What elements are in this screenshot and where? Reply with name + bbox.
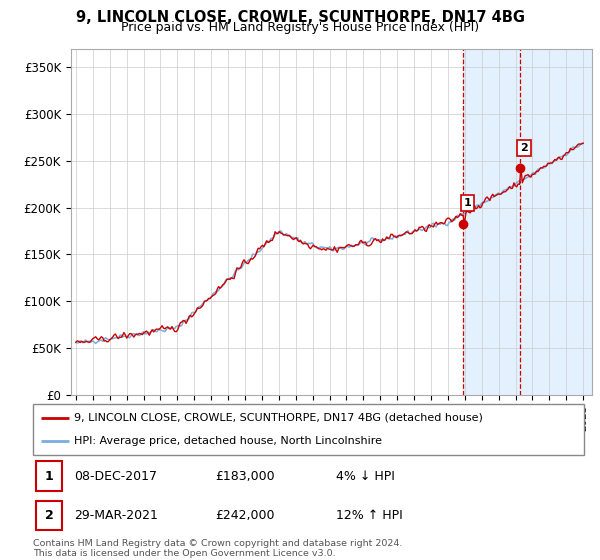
- Bar: [36, 461, 62, 491]
- Text: Price paid vs. HM Land Registry's House Price Index (HPI): Price paid vs. HM Land Registry's House …: [121, 21, 479, 34]
- Bar: [463, 49, 592, 395]
- Text: 08-DEC-2017: 08-DEC-2017: [74, 470, 157, 483]
- Text: £183,000: £183,000: [215, 470, 274, 483]
- Text: 2: 2: [520, 143, 528, 153]
- Bar: [36, 501, 62, 530]
- Text: 12% ↑ HPI: 12% ↑ HPI: [336, 509, 403, 522]
- Text: 29-MAR-2021: 29-MAR-2021: [74, 509, 158, 522]
- Text: 9, LINCOLN CLOSE, CROWLE, SCUNTHORPE, DN17 4BG (detached house): 9, LINCOLN CLOSE, CROWLE, SCUNTHORPE, DN…: [74, 413, 483, 423]
- Text: £242,000: £242,000: [215, 509, 274, 522]
- Text: 2: 2: [44, 509, 53, 522]
- Text: HPI: Average price, detached house, North Lincolnshire: HPI: Average price, detached house, Nort…: [74, 436, 382, 446]
- Text: 1: 1: [44, 470, 53, 483]
- Text: 1: 1: [464, 198, 472, 208]
- Text: 4% ↓ HPI: 4% ↓ HPI: [336, 470, 395, 483]
- Text: 9, LINCOLN CLOSE, CROWLE, SCUNTHORPE, DN17 4BG: 9, LINCOLN CLOSE, CROWLE, SCUNTHORPE, DN…: [76, 10, 524, 25]
- Text: Contains HM Land Registry data © Crown copyright and database right 2024.
This d: Contains HM Land Registry data © Crown c…: [33, 539, 403, 558]
